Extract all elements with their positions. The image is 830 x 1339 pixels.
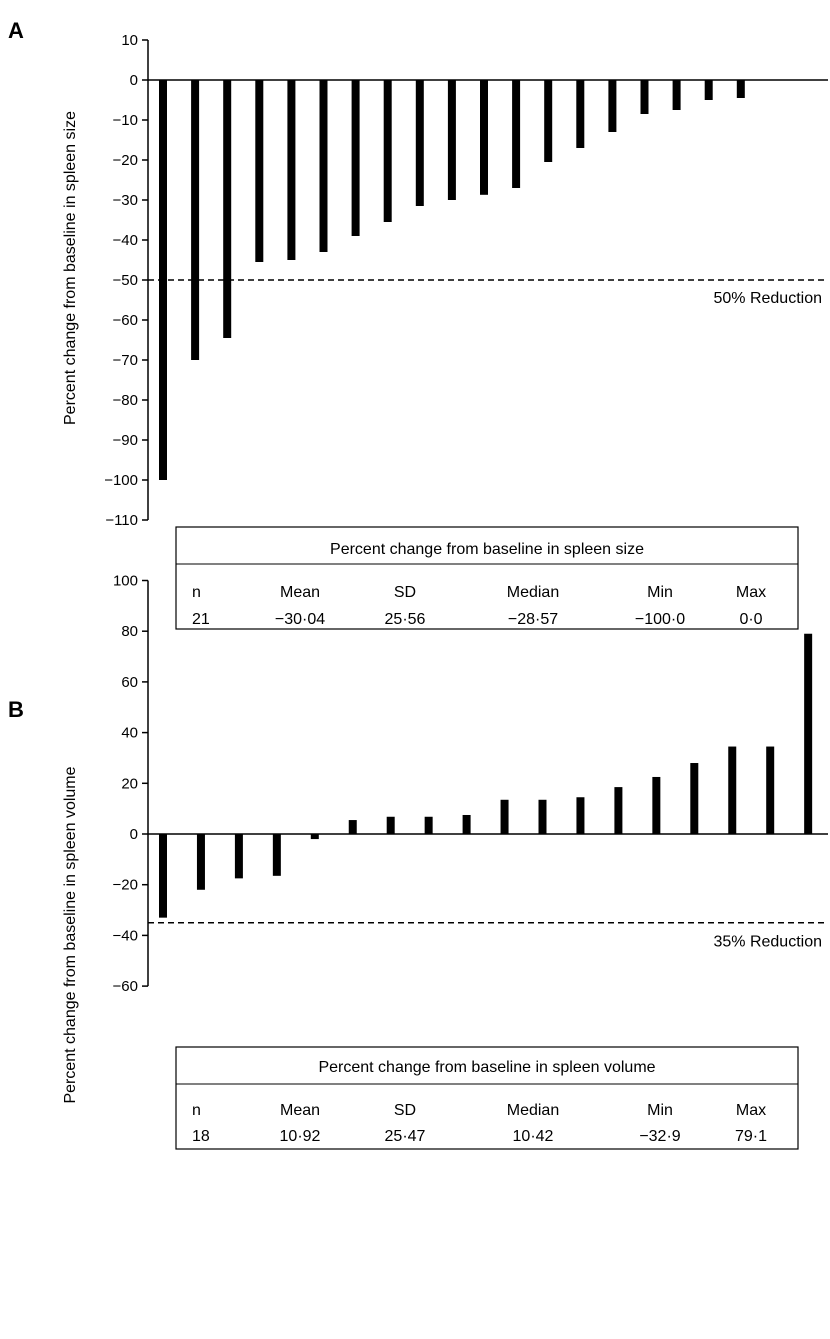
stats-header: Median [507,1102,559,1119]
bar [287,80,296,260]
y-tick-label: 0 [130,826,138,843]
stats-value: −28·57 [508,611,558,628]
bar [319,80,328,252]
bar [766,746,775,834]
y-tick-label: 80 [121,623,138,640]
stats-value: −30·04 [275,611,325,628]
bar [223,80,232,338]
y-tick-label: −80 [113,392,138,409]
bar [640,80,649,114]
y-axis-label: Percent change from baseline in spleen s… [62,111,79,425]
stats-header: Min [647,584,673,601]
stats-header: SD [394,1102,416,1119]
bar [736,80,745,98]
bar [500,799,509,834]
stats-value: −100·0 [635,611,685,628]
bar [191,80,200,360]
bar [196,834,205,890]
y-tick-label: −20 [113,152,138,169]
stats-header: Median [507,584,559,601]
stats-header: Min [647,1102,673,1119]
bar [234,834,243,879]
bar [690,763,699,834]
bar [386,816,395,834]
stats-table-title: Percent change from baseline in spleen s… [330,541,644,558]
bar [272,834,281,876]
y-tick-label: 60 [121,674,138,691]
y-tick-label: −40 [113,927,138,944]
bar [351,80,360,236]
stats-value: −32·9 [639,1128,680,1145]
stats-table-title: Percent change from baseline in spleen v… [318,1059,655,1076]
y-tick-label: 20 [121,775,138,792]
stats-value: 18 [192,1128,210,1145]
stats-value: 10·92 [280,1128,321,1145]
y-tick-label: 10 [121,32,138,49]
bar [576,80,585,148]
y-tick-label: −60 [113,312,138,329]
bar [576,797,585,834]
bar [480,80,488,195]
y-tick-label: −90 [113,432,138,449]
y-tick-label: 40 [121,725,138,742]
stats-table-border [175,526,799,630]
stats-header: Max [736,1102,766,1119]
reference-label: 50% Reduction [713,290,822,307]
y-tick-label: −70 [113,352,138,369]
bar [652,776,661,834]
stats-header: n [192,1102,201,1119]
y-tick-label: −10 [113,112,138,129]
bar [804,633,813,834]
y-axis-label: Percent change from baseline in spleen v… [62,766,79,1103]
y-tick-label: −20 [113,877,138,894]
bar [415,80,424,206]
stats-value: 25·47 [385,1128,426,1145]
stats-header: Mean [280,584,320,601]
bar [704,80,713,100]
stats-value: 25·56 [385,611,426,628]
y-tick-label: 100 [113,573,138,590]
stats-header: n [192,584,201,601]
y-tick-label: 0 [130,72,138,89]
bar [728,746,737,834]
stats-value: 10·42 [513,1128,554,1145]
y-tick-label: −60 [113,978,138,995]
bar [383,80,392,222]
stats-value: 0·0 [739,611,762,628]
bar [310,834,319,840]
bar [348,820,357,834]
bar [538,799,547,834]
stats-value: 21 [192,611,210,628]
stats-table-border [175,1046,799,1150]
reference-label: 35% Reduction [713,934,822,951]
panel-letter: A [8,18,24,43]
bar [462,814,471,834]
stats-header: Mean [280,1102,320,1119]
bar [159,834,167,918]
bar [512,80,521,188]
y-tick-label: −30 [113,192,138,209]
stats-header: Max [736,584,766,601]
stats-value: 79·1 [735,1128,767,1145]
y-tick-label: −110 [105,512,138,529]
bar [424,816,433,834]
y-tick-label: −40 [113,232,138,249]
y-tick-label: −100 [104,472,138,489]
panel-letter: B [8,697,24,722]
bar [447,80,456,200]
bar [255,80,264,262]
bar [608,80,617,132]
bar [672,80,681,110]
stats-header: SD [394,584,416,601]
y-tick-label: −50 [113,272,138,289]
bar [614,787,623,834]
bar [544,80,553,162]
